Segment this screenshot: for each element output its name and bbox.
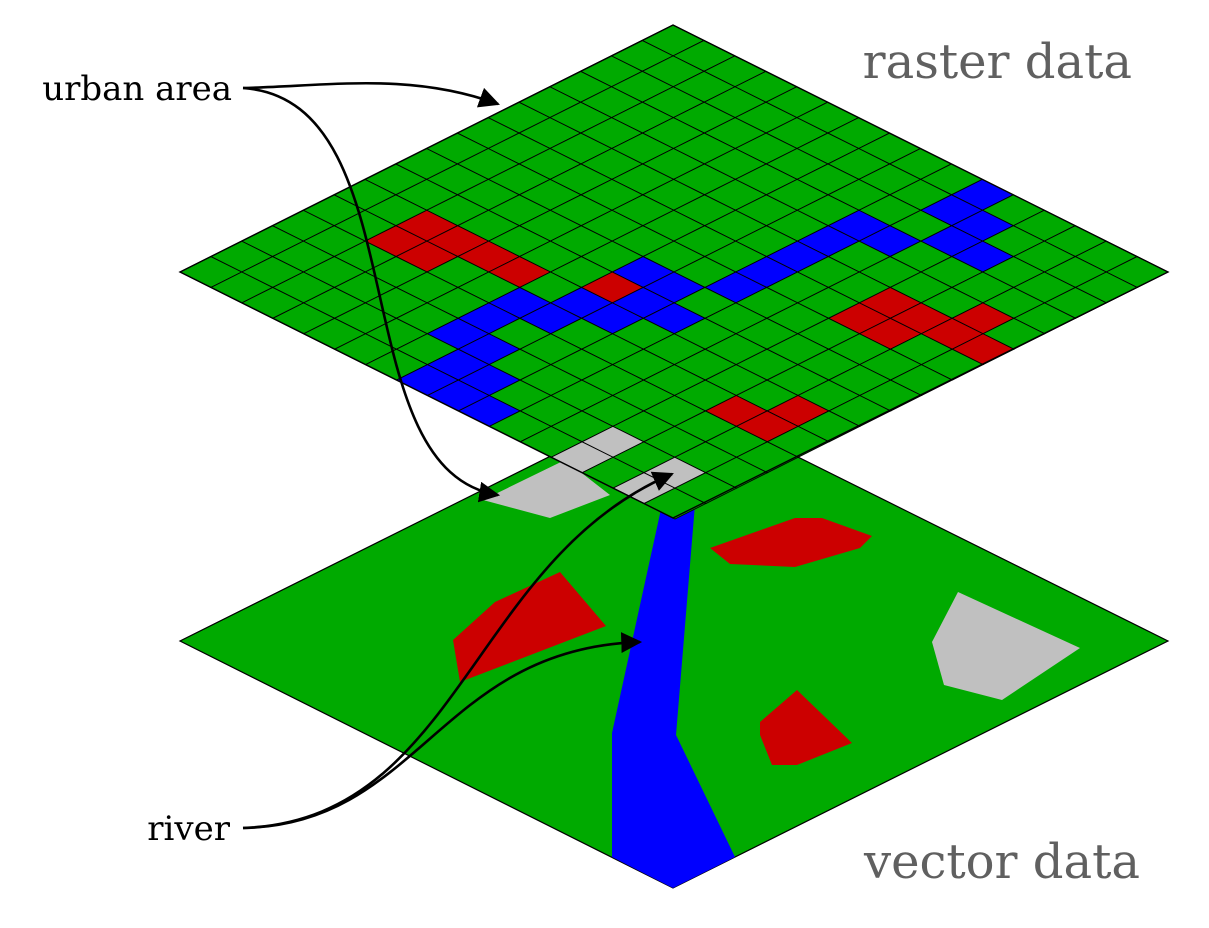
raster-layer-border [178,24,1170,519]
vector-data-title: vector data [863,834,1140,890]
raster-data-title: raster data [863,34,1132,90]
urban-arrow-to-raster [242,81,500,108]
raster-cell-land [643,487,707,520]
river-polygon [612,480,735,888]
river-arrow-to-vector [242,632,643,830]
urban-area-callout-label: urban area [42,69,232,109]
river-callout-label: river [147,809,230,849]
callout-arrows [242,81,674,830]
vector-layer [178,394,1170,889]
raster-layer [178,24,1170,520]
built-polygon [453,572,606,682]
urban-polygon [483,460,610,518]
vector-features [453,460,1080,888]
built-polygon [710,518,872,567]
urban-polygon [932,592,1080,700]
raster-grid [178,24,1170,520]
built-polygon [760,690,852,765]
river-arrow-to-raster [242,471,674,830]
urban-arrow-to-vector [242,86,501,503]
